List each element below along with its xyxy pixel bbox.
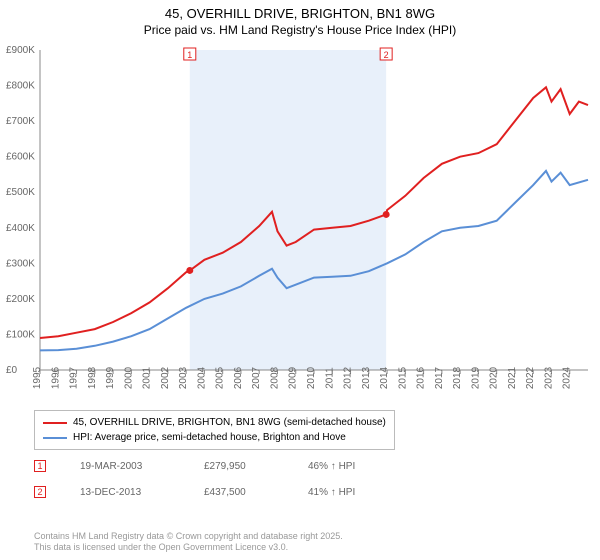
svg-text:2012: 2012 [343,366,354,389]
legend-item: 45, OVERHILL DRIVE, BRIGHTON, BN1 8WG (s… [43,415,386,430]
svg-text:£100K: £100K [6,329,35,340]
title-block: 45, OVERHILL DRIVE, BRIGHTON, BN1 8WG Pr… [0,0,600,37]
legend-label: HPI: Average price, semi-detached house,… [73,430,346,445]
svg-text:2003: 2003 [178,366,189,389]
svg-text:2004: 2004 [196,366,207,389]
svg-text:1998: 1998 [87,366,98,389]
attribution-line: This data is licensed under the Open Gov… [34,542,343,554]
sale-marker-icon: 2 [34,486,46,498]
svg-text:2023: 2023 [543,366,554,389]
svg-text:2006: 2006 [233,366,244,389]
svg-text:£400K: £400K [6,223,35,234]
chart-subtitle: Price paid vs. HM Land Registry's House … [0,23,600,37]
sale-date: 19-MAR-2003 [80,461,170,472]
svg-text:£700K: £700K [6,116,35,127]
svg-text:2011: 2011 [324,367,335,389]
svg-text:2021: 2021 [507,366,518,389]
svg-text:£300K: £300K [6,258,35,269]
svg-text:2024: 2024 [562,366,573,389]
svg-text:2009: 2009 [288,366,299,389]
svg-text:1: 1 [187,50,192,60]
svg-text:2: 2 [384,50,389,60]
legend-swatch-icon [43,422,67,424]
chart-container: 45, OVERHILL DRIVE, BRIGHTON, BN1 8WG Pr… [0,0,600,560]
svg-text:2001: 2001 [142,366,153,389]
svg-text:2000: 2000 [123,366,134,389]
svg-text:2005: 2005 [215,366,226,389]
legend: 45, OVERHILL DRIVE, BRIGHTON, BN1 8WG (s… [34,410,395,450]
svg-text:£600K: £600K [6,152,35,163]
svg-text:£200K: £200K [6,294,35,305]
sale-row: 2 13-DEC-2013 £437,500 41% ↑ HPI [34,486,398,498]
svg-text:2008: 2008 [269,366,280,389]
chart-svg: £0 £100K £200K £300K £400K £500K £600K £700K £80… [6,46,594,400]
svg-text:1996: 1996 [50,366,61,389]
sale-pct: 46% ↑ HPI [308,461,398,472]
legend-label: 45, OVERHILL DRIVE, BRIGHTON, BN1 8WG (s… [73,415,386,430]
svg-text:2002: 2002 [160,366,171,389]
svg-text:2013: 2013 [361,366,372,389]
sale-pct: 41% ↑ HPI [308,487,398,498]
svg-text:2022: 2022 [525,366,536,389]
svg-text:1997: 1997 [69,366,80,389]
svg-text:2007: 2007 [251,366,262,389]
svg-text:2010: 2010 [306,366,317,389]
legend-swatch-icon [43,437,67,439]
attribution: Contains HM Land Registry data © Crown c… [34,531,343,554]
svg-text:1995: 1995 [32,366,43,389]
sale-marker-icon: 1 [34,460,46,472]
chart-title: 45, OVERHILL DRIVE, BRIGHTON, BN1 8WG [0,6,600,21]
svg-text:2014: 2014 [379,366,390,389]
svg-text:2017: 2017 [434,366,445,389]
sale-date: 13-DEC-2013 [80,487,170,498]
svg-text:2019: 2019 [470,366,481,389]
svg-text:£0: £0 [6,365,18,376]
svg-text:£500K: £500K [6,187,35,198]
sale-price: £437,500 [204,487,274,498]
svg-text:1999: 1999 [105,366,116,389]
svg-text:2016: 2016 [416,366,427,389]
sale-row: 1 19-MAR-2003 £279,950 46% ↑ HPI [34,460,398,472]
svg-text:£900K: £900K [6,46,35,56]
svg-text:2015: 2015 [397,366,408,389]
chart-area: £0 £100K £200K £300K £400K £500K £600K £700K £80… [6,46,594,400]
attribution-line: Contains HM Land Registry data © Crown c… [34,531,343,543]
svg-text:2020: 2020 [489,366,500,389]
svg-text:2018: 2018 [452,366,463,389]
sale-price: £279,950 [204,461,274,472]
svg-text:£800K: £800K [6,81,35,92]
legend-item: HPI: Average price, semi-detached house,… [43,430,386,445]
